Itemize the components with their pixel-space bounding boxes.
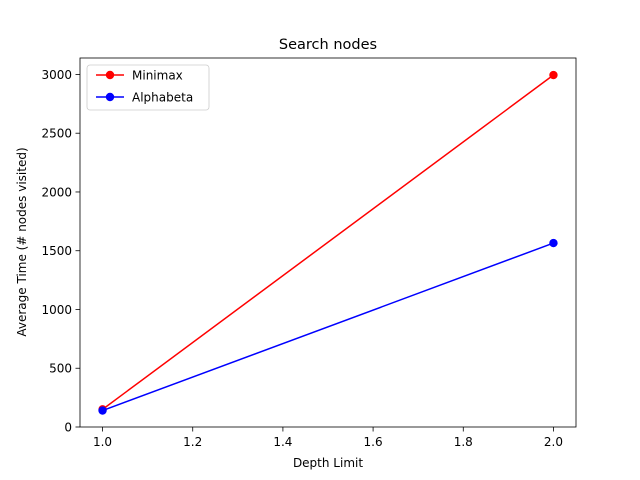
y-tick-label: 500	[49, 362, 72, 376]
data-point	[549, 238, 558, 248]
legend-swatch-marker	[105, 92, 115, 102]
legend-label: Minimax	[132, 69, 183, 83]
x-tick-label: 1.6	[364, 435, 383, 449]
y-tick-label: 3000	[41, 68, 72, 82]
y-tick-label: 0	[64, 421, 72, 435]
legend-box	[86, 64, 210, 111]
y-tick-label: 1500	[41, 244, 72, 258]
legend-swatch-marker	[105, 70, 115, 80]
legend-item: Minimax	[96, 69, 183, 83]
legend: Minimax Alphabeta	[86, 64, 210, 111]
x-axis: 1.0 1.2 1.4 1.6 1.8 2.0	[93, 427, 563, 449]
y-tick-label: 2500	[41, 127, 72, 141]
legend-label: Alphabeta	[132, 91, 193, 105]
y-axis: 0 500 1000 1500 2000 2500 3000	[41, 68, 80, 435]
chart-title: Search nodes	[279, 37, 377, 53]
data-point	[98, 406, 107, 415]
series-line	[102, 242, 554, 412]
x-tick-label: 1.0	[93, 435, 112, 449]
legend-item: Alphabeta	[96, 91, 193, 105]
series-line	[102, 74, 554, 410]
x-axis-label: Depth Limit	[293, 456, 363, 470]
data-point	[549, 70, 558, 80]
y-tick-label: 2000	[41, 185, 72, 199]
x-tick-label: 1.8	[454, 435, 473, 449]
plot-frame	[79, 57, 577, 428]
x-tick-label: 1.4	[273, 435, 292, 449]
y-tick-label: 1000	[41, 303, 72, 317]
plot-area	[79, 57, 577, 428]
x-tick-label: 2.0	[544, 435, 563, 449]
series-layer	[98, 70, 558, 415]
x-tick-label: 1.2	[183, 435, 202, 449]
series-alphabeta	[98, 238, 558, 415]
y-axis-label: Average Time (# nodes visited)	[15, 147, 29, 336]
